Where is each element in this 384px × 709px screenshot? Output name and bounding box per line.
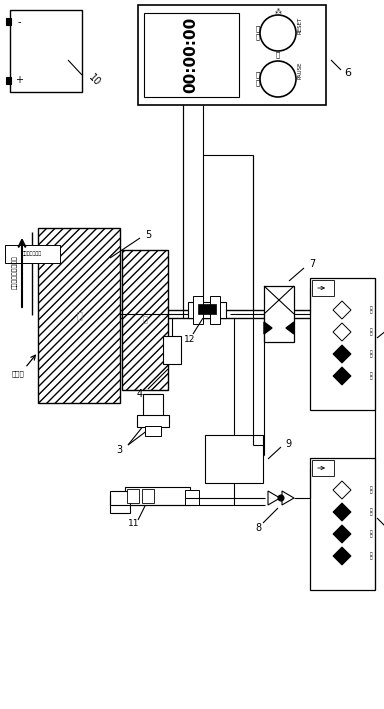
Polygon shape xyxy=(333,301,351,319)
Text: 调
节: 调 节 xyxy=(369,486,372,494)
Text: 3: 3 xyxy=(116,445,122,455)
Text: 计: 计 xyxy=(276,52,280,58)
Circle shape xyxy=(278,495,284,501)
Text: 楔: 楔 xyxy=(142,316,147,325)
Text: 7: 7 xyxy=(309,259,315,269)
Text: 12: 12 xyxy=(184,335,196,345)
Text: 模: 模 xyxy=(76,310,82,320)
Text: 6: 6 xyxy=(344,68,351,78)
Polygon shape xyxy=(333,345,351,363)
Text: 8: 8 xyxy=(255,523,261,533)
Text: ⁂: ⁂ xyxy=(275,9,281,15)
Text: 启
计: 启 计 xyxy=(256,26,260,40)
Polygon shape xyxy=(333,481,351,499)
Bar xyxy=(264,286,294,342)
Polygon shape xyxy=(282,491,294,505)
Text: 中
位: 中 位 xyxy=(369,328,372,336)
Polygon shape xyxy=(264,322,272,334)
Bar xyxy=(205,435,263,483)
Text: 00:00:00: 00:00:00 xyxy=(184,17,199,93)
Text: 调
节: 调 节 xyxy=(369,306,372,314)
Bar xyxy=(312,460,334,476)
Polygon shape xyxy=(333,547,351,565)
Text: +: + xyxy=(15,75,23,85)
Bar xyxy=(210,296,220,324)
Polygon shape xyxy=(333,323,351,341)
Bar xyxy=(6,77,11,84)
Bar xyxy=(144,13,239,97)
Bar xyxy=(125,487,190,505)
Bar xyxy=(122,250,168,390)
Text: 9: 9 xyxy=(285,439,291,449)
Polygon shape xyxy=(286,322,294,334)
Text: 11: 11 xyxy=(128,520,140,528)
Bar xyxy=(310,458,375,590)
Bar xyxy=(110,491,130,513)
Polygon shape xyxy=(333,367,351,385)
Bar xyxy=(5,245,60,263)
Text: 10: 10 xyxy=(87,72,103,88)
Bar xyxy=(145,426,161,436)
Text: 调
压: 调 压 xyxy=(369,350,372,358)
Text: 自动化模块运动方向: 自动化模块运动方向 xyxy=(12,255,18,289)
Bar xyxy=(143,394,163,416)
Bar xyxy=(6,18,11,25)
Polygon shape xyxy=(333,525,351,543)
Polygon shape xyxy=(268,491,280,505)
Text: -: - xyxy=(17,17,21,27)
Bar xyxy=(185,490,199,505)
Text: RESET: RESET xyxy=(298,16,303,33)
Polygon shape xyxy=(333,503,351,521)
Text: 停
计: 停 计 xyxy=(256,72,260,86)
Bar xyxy=(198,304,216,314)
Text: 4: 4 xyxy=(137,389,143,399)
Text: PAUSE: PAUSE xyxy=(298,61,303,79)
Bar xyxy=(193,296,203,324)
Bar xyxy=(188,302,226,318)
Text: 5: 5 xyxy=(145,230,151,240)
Bar xyxy=(38,228,120,403)
Text: 截
止: 截 止 xyxy=(369,552,372,560)
Text: 自动化模块运动: 自动化模块运动 xyxy=(22,252,42,257)
Bar xyxy=(10,10,82,92)
Bar xyxy=(163,336,181,364)
Text: 截
止: 截 止 xyxy=(369,372,372,380)
Text: 调
压: 调 压 xyxy=(369,530,372,538)
Bar xyxy=(310,278,375,410)
Text: 冲压件: 冲压件 xyxy=(12,371,24,377)
Bar xyxy=(138,5,326,105)
Bar xyxy=(137,415,169,427)
Bar xyxy=(142,489,154,503)
Bar xyxy=(127,489,139,503)
Text: 中
位: 中 位 xyxy=(369,508,372,516)
Bar xyxy=(312,280,334,296)
